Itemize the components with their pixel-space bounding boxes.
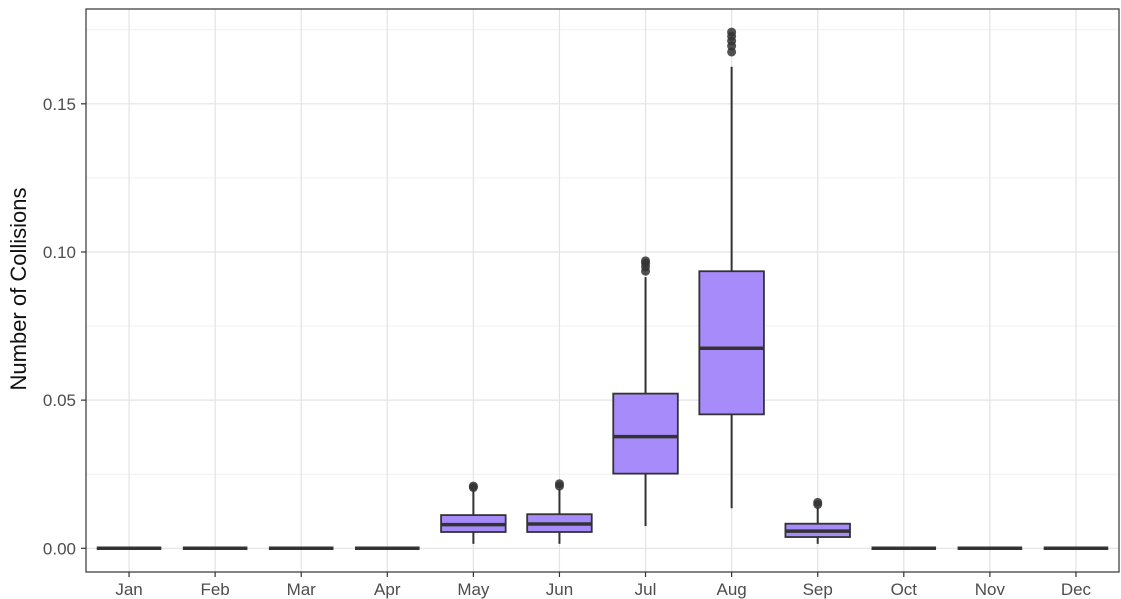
box-may — [440, 481, 507, 544]
boxes — [96, 27, 1109, 551]
box-sep — [784, 497, 851, 544]
x-tick-label-nov: Nov — [975, 580, 1006, 599]
plot-border — [85, 8, 1120, 573]
x-tick-label-dec: Dec — [1061, 580, 1092, 599]
y-tick-label: 0.15 — [43, 95, 76, 114]
box-aug — [698, 27, 765, 509]
x-tick-label-mar: Mar — [287, 580, 317, 599]
x-axis: Jan Feb Mar Apr May Jun Jul Aug Sep Oct Nov Dec — [115, 572, 1092, 599]
box-iqr — [612, 392, 679, 475]
box-jul — [612, 256, 679, 527]
x-tick-label-feb: Feb — [200, 580, 229, 599]
y-tick-label: 0.10 — [43, 243, 76, 262]
grid-lines — [86, 9, 1119, 572]
x-tick-label-jun: Jun — [546, 580, 573, 599]
x-tick-label-oct: Oct — [891, 580, 918, 599]
x-tick-label-jan: Jan — [115, 580, 142, 599]
box-iqr — [698, 270, 765, 416]
box-jun — [526, 479, 593, 544]
x-tick-label-sep: Sep — [803, 580, 833, 599]
x-tick-label-aug: Aug — [717, 580, 747, 599]
y-axis-title: Number of Collisions — [6, 188, 31, 391]
x-tick-label-apr: Apr — [374, 580, 401, 599]
outlier-point — [727, 27, 737, 37]
y-tick-label: 0.05 — [43, 391, 76, 410]
outlier-point — [468, 481, 478, 491]
outlier-point — [641, 256, 651, 266]
x-tick-label-jul: Jul — [635, 580, 657, 599]
outlier-point — [813, 497, 823, 507]
x-tick-label-may: May — [457, 580, 490, 599]
y-axis: 0.00 0.05 0.10 0.15 — [43, 95, 86, 558]
outlier-point — [554, 479, 564, 489]
y-tick-label: 0.00 — [43, 539, 76, 558]
